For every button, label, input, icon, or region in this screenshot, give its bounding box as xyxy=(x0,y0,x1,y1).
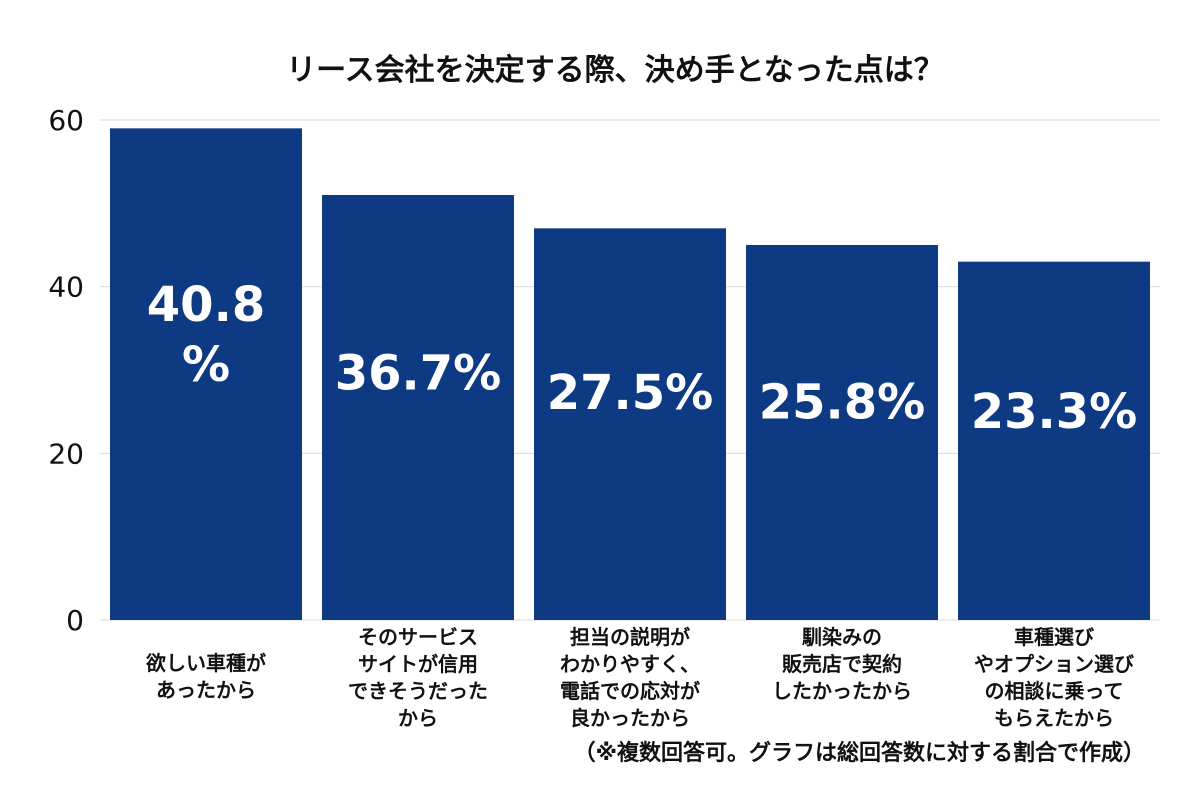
data-label-3: 27.5% xyxy=(547,365,714,421)
chart-title: リース会社を決定する際、決め手となった点は？ xyxy=(286,53,944,88)
category-label-5: 車種選び xyxy=(1014,625,1095,649)
category-label-3: 電話での応対が xyxy=(560,679,700,703)
footnote: （※複数回答可。グラフは総回答数に対する割合で作成） xyxy=(574,740,1145,766)
category-label-3: 良かったから xyxy=(570,706,690,730)
category-label-1: 欲しい車種が xyxy=(145,651,266,675)
bar-3 xyxy=(534,228,726,621)
category-label-5: やオプション選び xyxy=(974,652,1135,676)
category-label-4: したかったから xyxy=(772,679,912,703)
y-tick-label: 60 xyxy=(48,104,84,137)
y-tick-label: 0 xyxy=(66,604,84,637)
category-label-3: 担当の説明が xyxy=(570,625,690,649)
data-label-4: 25.8% xyxy=(759,375,926,431)
bar-2 xyxy=(322,195,514,620)
data-label-5: 23.3% xyxy=(971,384,1138,440)
category-label-5: もらえたから xyxy=(994,706,1114,730)
bar-1 xyxy=(110,128,302,621)
data-labels: 40.8% 36.7% 27.5% 25.8% 23.3% xyxy=(147,277,1137,440)
category-label-4: 販売店で契約 xyxy=(782,652,902,676)
category-label-2: そのサービス xyxy=(358,625,478,649)
bars xyxy=(110,128,1150,621)
bar-5 xyxy=(958,261,1150,620)
category-label-2: から xyxy=(398,706,438,730)
y-axis-ticks: 0 20 40 60 xyxy=(48,104,84,637)
category-label-4: 馴染みの xyxy=(802,625,882,649)
category-label-3: わかりやすく、 xyxy=(560,652,700,676)
data-label-1: 40.8 xyxy=(147,277,265,333)
data-label-1: % xyxy=(182,337,230,393)
bar-4 xyxy=(746,245,938,620)
data-label-2: 36.7% xyxy=(335,346,502,402)
category-label-2: できそうだった xyxy=(348,679,488,703)
category-label-1: あったから xyxy=(156,678,256,702)
y-tick-label: 20 xyxy=(48,437,84,470)
category-label-5: の相談に乗って xyxy=(985,679,1124,703)
y-tick-label: 40 xyxy=(48,271,84,304)
category-label-2: サイトが信用 xyxy=(358,652,478,676)
